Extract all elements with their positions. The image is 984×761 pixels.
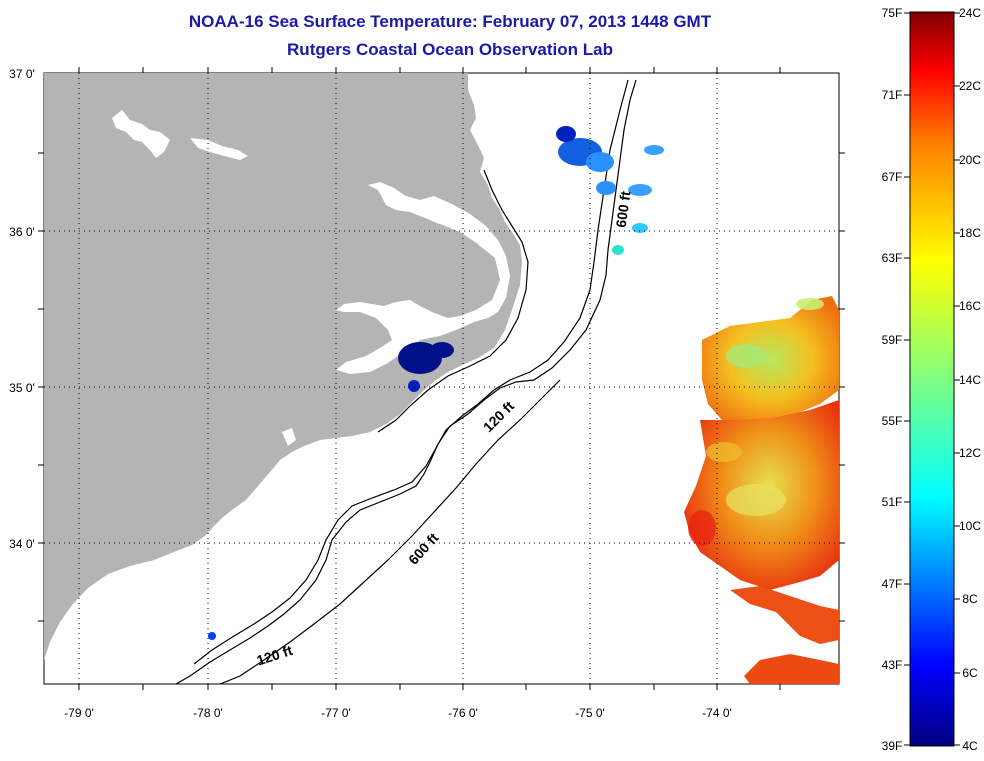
colorbar [909, 11, 955, 747]
colorbar-c-label: 4C [962, 739, 978, 753]
lat-label: 37 0' [9, 67, 35, 81]
graticule [44, 73, 839, 684]
lon-label: -75 0' [575, 706, 605, 720]
lon-label: -78 0' [193, 706, 223, 720]
colorbar-c-label: 6C [962, 666, 978, 680]
map-subtitle: Rutgers Coastal Ocean Observation Lab [287, 40, 613, 59]
colorbar-f-label: 47F [882, 577, 903, 591]
colorbar-c-label: 18C [959, 226, 981, 240]
cold-water-patches [208, 126, 664, 640]
colorbar-c-label: 22C [959, 79, 981, 93]
colorbar-c-label: 20C [959, 153, 981, 167]
colorbar-f-label: 39F [882, 739, 903, 753]
colorbar-f-label: 63F [882, 251, 903, 265]
map-title: NOAA-16 Sea Surface Temperature: Februar… [188, 12, 712, 31]
colorbar-f-label: 67F [882, 170, 903, 184]
lon-label: -77 0' [321, 706, 351, 720]
lat-label: 35 0' [9, 381, 35, 395]
colorbar-f-label: 55F [882, 414, 903, 428]
lon-label: -76 0' [448, 706, 478, 720]
lat-label: 36 0' [9, 225, 35, 239]
lon-label: -74 0' [702, 706, 732, 720]
lat-label: 34 0' [9, 537, 35, 551]
colorbar-f-label: 43F [882, 658, 903, 672]
colorbar-f-label: 59F [882, 333, 903, 347]
colorbar-f-label: 51F [882, 495, 903, 509]
contour-120ft [193, 79, 629, 665]
colorbar-c-label: 16C [959, 299, 981, 313]
colorbar-c-label: 24C [959, 6, 981, 20]
colorbar-c-label: 14C [959, 373, 981, 387]
contour-600ft-south [219, 379, 561, 684]
contour-label-600-north: 600 ft [613, 190, 634, 229]
land-north-carolina [44, 73, 522, 660]
lon-label: -79 0' [64, 706, 94, 720]
colorbar-c-label: 8C [962, 592, 978, 606]
colorbar-f-label: 75F [882, 6, 903, 20]
colorbar-c-label: 10C [959, 519, 981, 533]
warm-gulf-stream [684, 296, 839, 684]
colorbar-f-label: 71F [882, 88, 903, 102]
colorbar-c-label: 12C [959, 446, 981, 460]
